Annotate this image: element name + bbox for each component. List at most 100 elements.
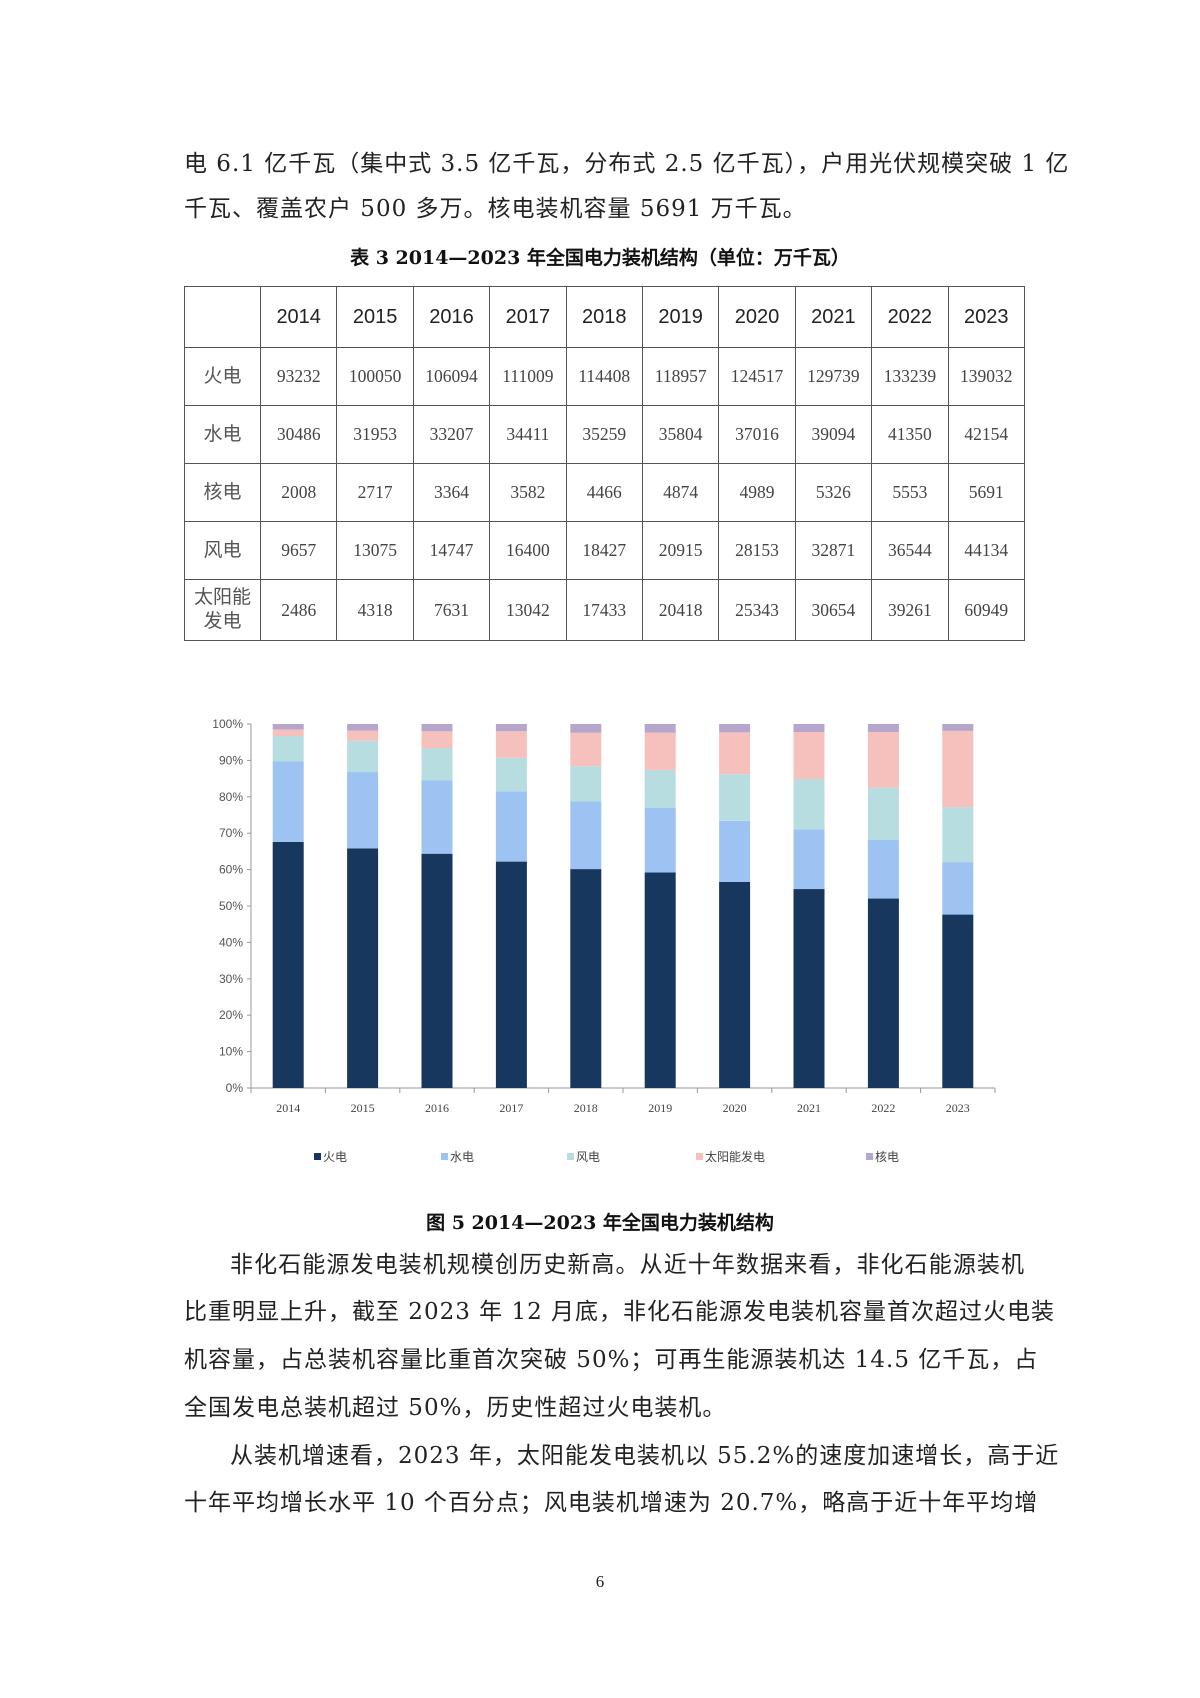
table-cell: 20915 [641, 521, 720, 580]
body-line: 十年平均增长水平 10 个百分点；风电装机增速为 20.7%，略高于近十年平均增 [184, 1490, 1039, 1516]
x-tick-label: 2015 [351, 1101, 375, 1115]
bar-segment [570, 724, 602, 733]
table-cell: 93232 [259, 347, 338, 406]
table-cell: 39094 [794, 405, 873, 464]
figure-caption: 图 5 2014—2023 年全国电力装机结构 [426, 1212, 774, 1234]
body-line: 从装机增速看，2023 年，太阳能发电装机以 55.2%的速度加速增长，高于近 [230, 1443, 1060, 1469]
bar-segment [644, 872, 676, 1088]
row-label: 火电 [184, 347, 261, 406]
body-line: 全国发电总装机超过 50%，历史性超过火电装机。 [184, 1395, 727, 1421]
bar-segment [719, 732, 751, 775]
bar-segment [272, 841, 304, 1088]
bar-segment [570, 766, 602, 802]
bar-segment [421, 748, 453, 781]
table-cell: 2486 [259, 579, 338, 641]
row-label: 核电 [184, 463, 261, 522]
legend-swatch [696, 1153, 703, 1160]
table-header-row: 2014 2015 2016 2017 2018 2019 2020 2021 2022 2023 [184, 286, 1026, 348]
table-cell: 39261 [871, 579, 949, 641]
bar-segment [719, 820, 751, 882]
x-tick-label: 2021 [797, 1101, 821, 1115]
table-cell: 32871 [794, 521, 873, 580]
bar-segment [495, 791, 527, 862]
row-label: 水电 [184, 405, 261, 464]
body-line: 比重明显上升，截至 2023 年 12 月底，非化石能源发电装机容量首次超过火电… [184, 1299, 1056, 1325]
bar-segment [570, 732, 602, 767]
x-tick-label: 2017 [499, 1101, 523, 1115]
bar-segment [495, 731, 527, 758]
table-cell: 25343 [718, 579, 796, 641]
bar-segment [942, 724, 974, 731]
bar-segment [942, 862, 974, 915]
table-cell: 5553 [871, 463, 949, 522]
year-header: 2018 [565, 286, 643, 348]
bar-segment [347, 848, 379, 1088]
intro-line: 电 6.1 亿千瓦（集中式 3.5 亿千瓦，分布式 2.5 亿千瓦），户用光伏规… [184, 151, 1070, 177]
table-cell: 34411 [489, 405, 567, 464]
legend-label: 太阳能发电 [705, 1149, 765, 1164]
bar-segment [272, 736, 304, 762]
row-label: 太阳能 发电 [184, 579, 261, 641]
bar-segment [570, 869, 602, 1088]
bar-segment [942, 914, 974, 1088]
table-caption: 表 3 2014—2023 年全国电力装机结构（单位：万千瓦） [350, 247, 850, 269]
legend-swatch [866, 1153, 873, 1160]
y-tick-label: 30% [219, 972, 243, 986]
bar-segment [644, 769, 676, 808]
table-cell: 3364 [412, 463, 491, 522]
table-cell: 2008 [259, 463, 338, 522]
y-tick-label: 100% [212, 717, 243, 731]
table-row: 水电 30486 31953 33207 34411 35259 35804 37016 390… [184, 405, 1026, 464]
bar-segment [867, 787, 899, 840]
table-cell: 35259 [565, 405, 643, 464]
bar-segment [347, 724, 379, 731]
y-tick-label: 90% [219, 753, 243, 767]
intro-line: 千瓦、覆盖农户 500 多万。核电装机容量 5691 万千瓦。 [184, 196, 807, 222]
y-tick-label: 80% [219, 790, 243, 804]
bar-segment [867, 839, 899, 899]
legend-swatch [314, 1153, 321, 1160]
table-cell: 37016 [718, 405, 796, 464]
table-cell: 100050 [336, 347, 414, 406]
bar-segment [495, 861, 527, 1088]
table-cell: 14747 [412, 521, 491, 580]
bar-segment [867, 724, 899, 732]
table-cell: 28153 [718, 521, 796, 580]
bar-segment [793, 724, 825, 733]
table-cell: 111009 [489, 347, 567, 406]
table-cell: 5326 [794, 463, 873, 522]
table-row: 太阳能 发电 2486 4318 7631 13042 17433 20418 25343 306… [184, 579, 1026, 641]
table-cell: 114408 [565, 347, 643, 406]
y-tick-label: 50% [219, 899, 243, 913]
year-header: 2017 [489, 286, 567, 348]
x-tick-label: 2020 [723, 1101, 747, 1115]
legend-label: 风电 [576, 1150, 600, 1164]
table-cell: 18427 [565, 521, 643, 580]
table-cell: 16400 [489, 521, 567, 580]
legend-swatch [567, 1153, 574, 1160]
bar-segment [719, 774, 751, 821]
table-row: 风电 9657 13075 14747 16400 18427 20915 28153 3287… [184, 521, 1026, 580]
y-tick-label: 60% [219, 863, 243, 877]
bar-segment [347, 772, 379, 849]
y-tick-label: 0% [226, 1081, 244, 1095]
bar-segment [644, 732, 676, 770]
x-tick-label: 2022 [871, 1101, 895, 1115]
bar-segment [644, 724, 676, 733]
table-cell: 7631 [412, 579, 491, 641]
bar-segment [421, 724, 453, 732]
table-cell: 118957 [641, 347, 720, 406]
bar-segment [421, 853, 453, 1088]
year-header: 2019 [641, 286, 720, 348]
page-number: 6 [595, 1572, 605, 1591]
table-cell: 4318 [336, 579, 414, 641]
table-cell: 13042 [489, 579, 567, 641]
bar-segment [793, 732, 825, 780]
bar-segment [570, 801, 602, 870]
bar-segment [272, 761, 304, 842]
capacity-structure-chart: 0% 10% 20% 30% 40% 50% 60% 70% 80% 90% 100% 2014 201… [212, 717, 996, 1164]
bar-segment [793, 829, 825, 890]
table-cell: 4466 [565, 463, 643, 522]
table-cell: 3582 [489, 463, 567, 522]
legend-label: 火电 [323, 1150, 347, 1164]
